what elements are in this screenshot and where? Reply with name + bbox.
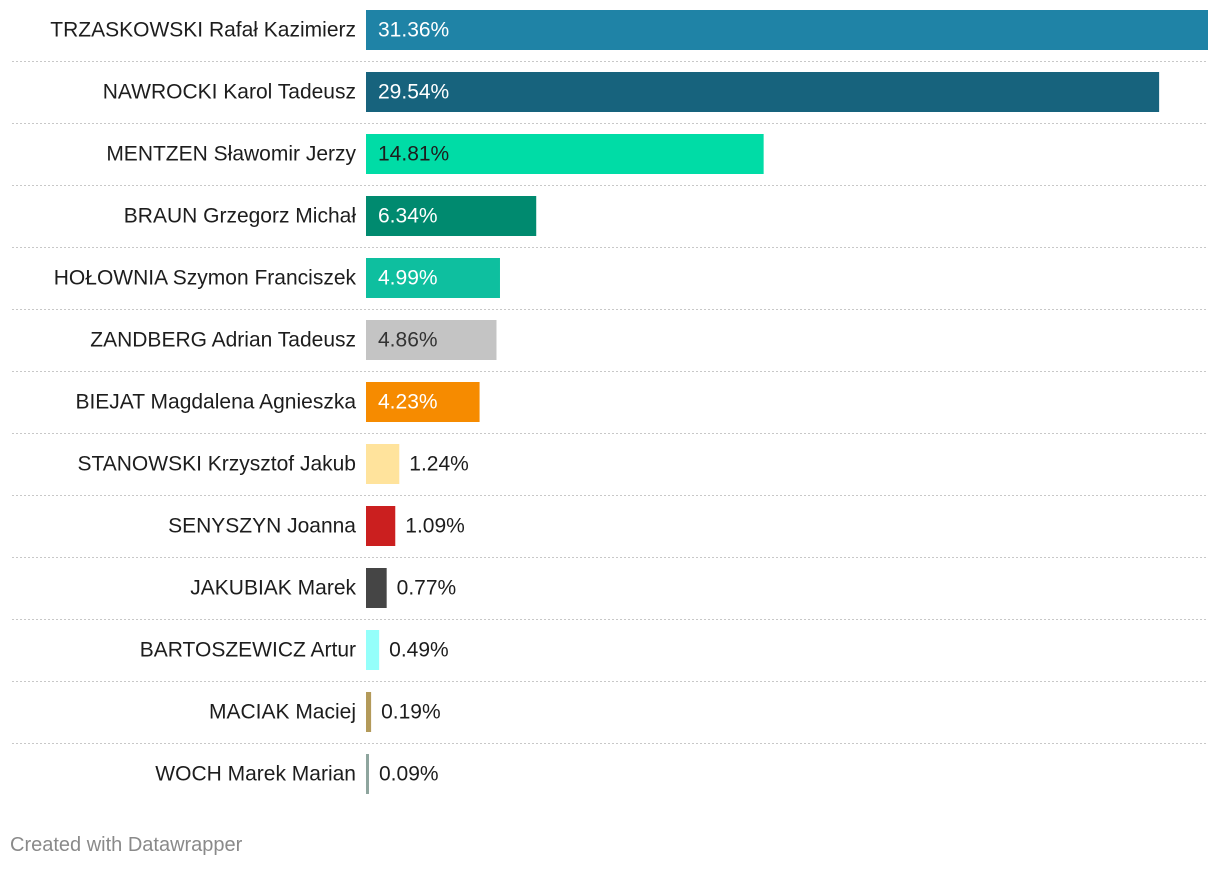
bar (366, 692, 372, 732)
bar (366, 196, 537, 236)
bar (366, 444, 400, 484)
category-label: JAKUBIAK Marek (190, 577, 356, 600)
value-label: 0.49% (389, 639, 449, 662)
bar (366, 320, 497, 360)
bar (366, 568, 387, 608)
category-label: SENYSZYN Joanna (168, 515, 356, 538)
bar (366, 382, 480, 422)
category-label: ZANDBERG Adrian Tadeusz (90, 329, 356, 352)
category-label: MACIAK Maciej (209, 701, 356, 724)
bar (366, 630, 380, 670)
category-label: STANOWSKI Krzysztof Jakub (77, 453, 356, 476)
category-label: BARTOSZEWICZ Artur (140, 639, 356, 662)
bar (366, 134, 764, 174)
bar (366, 506, 396, 546)
value-label: 4.86% (378, 329, 438, 352)
bar-chart: TRZASKOWSKI Rafał Kazimierz 31.36% NAWROCK… (12, 10, 1208, 794)
bar (366, 754, 369, 794)
value-label: 29.54% (378, 81, 449, 104)
value-label: 6.34% (378, 205, 438, 228)
value-label: 1.09% (405, 515, 465, 538)
datawrapper-credit[interactable]: Created with Datawrapper (10, 834, 243, 856)
category-label: TRZASKOWSKI Rafał Kazimierz (50, 19, 356, 42)
category-label: WOCH Marek Marian (155, 763, 356, 786)
value-label: 4.23% (378, 391, 438, 414)
category-label: BRAUN Grzegorz Michał (124, 205, 357, 228)
bar (366, 72, 1160, 112)
value-label: 14.81% (378, 143, 449, 166)
value-label: 31.36% (378, 19, 449, 42)
value-label: 0.19% (381, 701, 441, 724)
value-label: 1.24% (409, 453, 469, 476)
value-label: 4.99% (378, 267, 438, 290)
category-label: NAWROCKI Karol Tadeusz (103, 81, 356, 104)
category-label: HOŁOWNIA Szymon Franciszek (54, 267, 357, 290)
category-label: BIEJAT Magdalena Agnieszka (75, 391, 356, 414)
category-label: MENTZEN Sławomir Jerzy (106, 143, 356, 166)
value-label: 0.09% (379, 763, 439, 786)
bar (366, 258, 500, 298)
bar (366, 10, 1208, 50)
value-label: 0.77% (397, 577, 457, 600)
